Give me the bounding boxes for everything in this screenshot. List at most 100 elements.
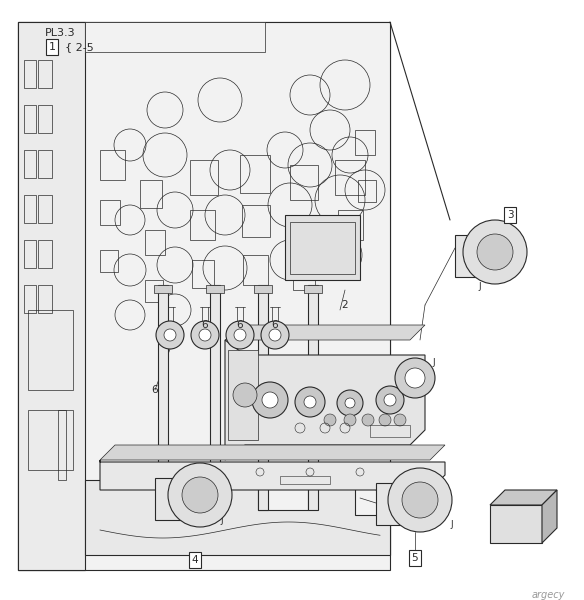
Bar	[38, 285, 52, 313]
Bar	[155, 478, 203, 520]
Bar	[254, 285, 272, 293]
Circle shape	[379, 414, 391, 426]
Bar	[190, 160, 218, 195]
Bar	[293, 262, 315, 290]
Polygon shape	[490, 490, 557, 505]
Circle shape	[384, 394, 396, 406]
Bar	[18, 22, 390, 570]
Circle shape	[168, 463, 232, 527]
Text: 6: 6	[152, 385, 158, 395]
Bar	[145, 280, 163, 302]
Bar	[455, 235, 503, 277]
Bar	[292, 215, 317, 245]
Bar	[100, 250, 118, 272]
Bar	[285, 215, 360, 280]
Text: 4: 4	[192, 555, 199, 565]
Circle shape	[226, 321, 254, 349]
Circle shape	[376, 386, 404, 414]
Circle shape	[324, 414, 336, 426]
Polygon shape	[85, 22, 390, 555]
Bar	[18, 22, 85, 570]
Bar	[24, 105, 36, 133]
Circle shape	[402, 482, 438, 518]
Bar	[228, 350, 258, 440]
Bar	[24, 285, 36, 313]
Circle shape	[191, 321, 219, 349]
Text: J: J	[220, 516, 223, 525]
Polygon shape	[100, 445, 445, 460]
Bar	[24, 240, 36, 268]
Bar	[24, 60, 36, 88]
Text: J: J	[450, 520, 453, 529]
Circle shape	[394, 414, 406, 426]
Bar	[38, 195, 52, 223]
Bar	[28, 410, 73, 470]
Circle shape	[345, 398, 355, 408]
Bar	[38, 105, 52, 133]
Bar	[308, 285, 318, 510]
Bar	[338, 210, 363, 240]
Text: 6: 6	[237, 320, 244, 330]
Circle shape	[182, 477, 218, 513]
Bar	[355, 130, 375, 155]
Text: argecy: argecy	[531, 590, 565, 600]
Circle shape	[395, 358, 435, 398]
Circle shape	[344, 414, 356, 426]
Circle shape	[388, 468, 452, 532]
Bar	[335, 160, 365, 195]
Bar	[358, 180, 376, 202]
Text: 6: 6	[272, 320, 279, 330]
Bar	[85, 22, 265, 52]
Circle shape	[304, 396, 316, 408]
Polygon shape	[225, 340, 425, 460]
Bar	[376, 483, 424, 525]
Circle shape	[362, 414, 374, 426]
Bar	[370, 425, 410, 437]
Bar	[38, 150, 52, 178]
Circle shape	[262, 392, 278, 408]
Circle shape	[252, 382, 288, 418]
Bar	[240, 155, 270, 193]
Bar	[210, 285, 220, 510]
Circle shape	[269, 329, 281, 341]
Text: 6: 6	[201, 320, 208, 330]
Bar	[24, 195, 36, 223]
Bar	[24, 150, 36, 178]
Circle shape	[164, 329, 176, 341]
Text: 3: 3	[507, 210, 513, 220]
Bar	[280, 476, 330, 484]
Bar	[140, 180, 162, 208]
Bar	[304, 285, 322, 293]
Bar	[58, 410, 66, 480]
Bar	[243, 255, 268, 285]
Circle shape	[233, 383, 257, 407]
Bar	[206, 285, 224, 293]
Bar	[158, 285, 168, 510]
Circle shape	[261, 321, 289, 349]
Polygon shape	[542, 490, 557, 543]
Polygon shape	[18, 22, 85, 570]
Text: 1: 1	[48, 42, 55, 52]
Bar	[290, 165, 318, 200]
Bar	[100, 150, 125, 180]
Bar	[38, 240, 52, 268]
Polygon shape	[490, 505, 542, 543]
Polygon shape	[100, 460, 445, 490]
Circle shape	[477, 234, 513, 270]
Circle shape	[405, 368, 425, 388]
Bar	[28, 310, 73, 390]
Bar	[190, 210, 215, 240]
Bar	[145, 230, 165, 255]
Text: 5: 5	[412, 553, 418, 563]
Circle shape	[337, 390, 363, 416]
Bar	[290, 222, 355, 274]
Bar	[258, 285, 268, 510]
Bar	[192, 260, 214, 288]
Bar	[242, 205, 270, 237]
Bar	[38, 60, 52, 88]
Circle shape	[234, 329, 246, 341]
Bar	[154, 285, 172, 293]
Polygon shape	[225, 325, 425, 340]
Text: J: J	[432, 358, 434, 367]
Text: { 2-5: { 2-5	[65, 42, 94, 52]
